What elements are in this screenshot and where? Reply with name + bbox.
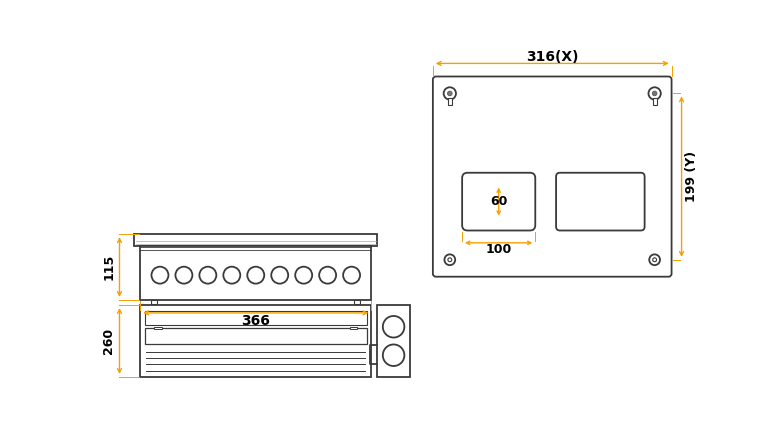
Text: 100: 100 — [485, 243, 511, 256]
Ellipse shape — [319, 267, 336, 283]
Text: 199 (Y): 199 (Y) — [685, 151, 698, 202]
Bar — [141, 305, 371, 377]
Bar — [151, 300, 157, 303]
FancyBboxPatch shape — [556, 173, 644, 231]
Text: 366: 366 — [241, 314, 270, 328]
Circle shape — [448, 258, 452, 262]
Ellipse shape — [223, 267, 240, 283]
Circle shape — [448, 91, 452, 96]
Bar — [349, 327, 357, 329]
Text: 260: 260 — [102, 328, 115, 354]
Circle shape — [653, 258, 657, 262]
Circle shape — [652, 91, 657, 96]
Bar — [653, 98, 657, 105]
Ellipse shape — [382, 344, 405, 366]
Bar — [145, 312, 366, 325]
FancyBboxPatch shape — [433, 77, 671, 277]
Bar — [154, 327, 162, 329]
Ellipse shape — [382, 316, 405, 337]
Bar — [377, 305, 410, 377]
Circle shape — [649, 255, 660, 265]
Ellipse shape — [271, 267, 288, 283]
Text: 60: 60 — [490, 195, 508, 208]
Bar — [134, 235, 377, 246]
Ellipse shape — [175, 267, 192, 283]
Text: 316(X): 316(X) — [526, 50, 578, 64]
Bar — [141, 246, 371, 300]
Circle shape — [648, 87, 660, 100]
Ellipse shape — [247, 267, 264, 283]
Circle shape — [445, 255, 455, 265]
Ellipse shape — [343, 267, 360, 283]
Bar — [354, 300, 360, 303]
Bar — [448, 98, 452, 105]
FancyBboxPatch shape — [462, 173, 535, 231]
Bar — [145, 328, 366, 344]
Ellipse shape — [151, 267, 168, 283]
Ellipse shape — [295, 267, 312, 283]
Ellipse shape — [200, 267, 217, 283]
Circle shape — [444, 87, 456, 100]
Text: 115: 115 — [102, 254, 115, 280]
